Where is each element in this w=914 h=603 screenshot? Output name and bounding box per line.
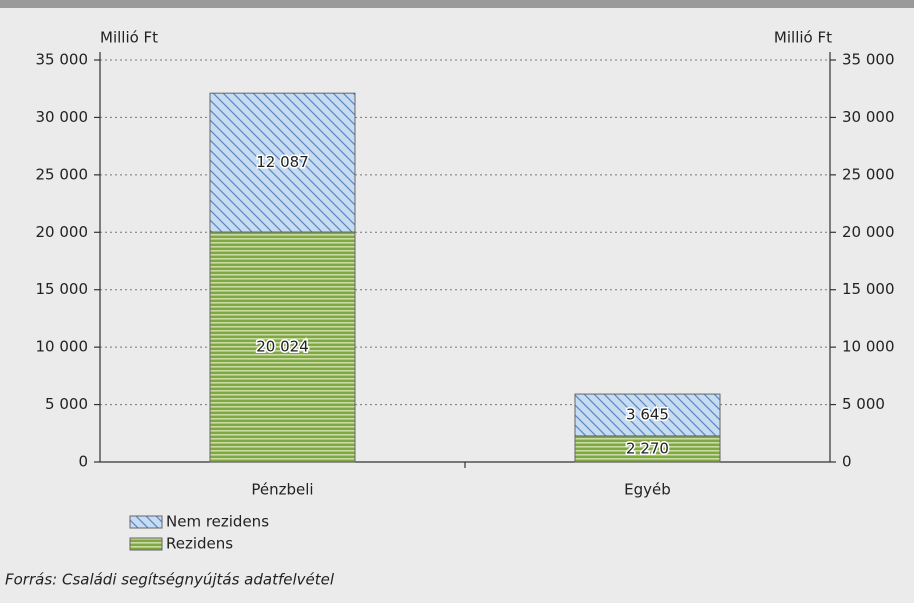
value-label: 12 087 <box>256 153 309 171</box>
y-tick-label: 30 000 <box>36 108 89 126</box>
y2-tick-label: 10 000 <box>842 338 895 356</box>
y2-tick-label: 30 000 <box>842 108 895 126</box>
x-tick-label: Pénzbeli <box>251 481 313 499</box>
legend-label: Rezidens <box>166 535 233 553</box>
source: Forrás: Családi segítségnyújtás adatfelv… <box>5 571 335 589</box>
bar-segment <box>209 92 356 233</box>
bar-segment <box>574 393 721 437</box>
y2-tick-label: 15 000 <box>842 280 895 298</box>
y-tick-label: 35 000 <box>36 51 89 69</box>
y2-tick-label: 20 000 <box>842 223 895 241</box>
legend-label: Nem rezidens <box>166 513 269 531</box>
y2-tick-label: 0 <box>842 453 852 471</box>
y2-tick-label: 5 000 <box>842 395 885 413</box>
y-tick-label: 5 000 <box>45 395 88 413</box>
y-tick-label: 10 000 <box>36 338 89 356</box>
x-tick-label: Egyéb <box>624 481 671 499</box>
y2-tick-label: 25 000 <box>842 165 895 183</box>
y-tick-label: 0 <box>78 453 88 471</box>
bar-segment <box>574 435 721 463</box>
top-bar <box>0 0 914 8</box>
y-tick-label: 15 000 <box>36 280 89 298</box>
value-label: 3 645 <box>626 405 669 423</box>
legend-swatch <box>129 537 163 551</box>
legend-swatch <box>129 515 163 529</box>
value-label: 20 024 <box>256 338 309 356</box>
y2-tick-label: 35 000 <box>842 51 895 69</box>
y2-axis-label: Millió Ft <box>774 29 832 47</box>
value-label: 2 270 <box>626 439 669 457</box>
y-tick-label: 25 000 <box>36 165 89 183</box>
bar-segment <box>209 231 356 463</box>
y-axis-label: Millió Ft <box>100 29 158 47</box>
y-tick-label: 20 000 <box>36 223 89 241</box>
